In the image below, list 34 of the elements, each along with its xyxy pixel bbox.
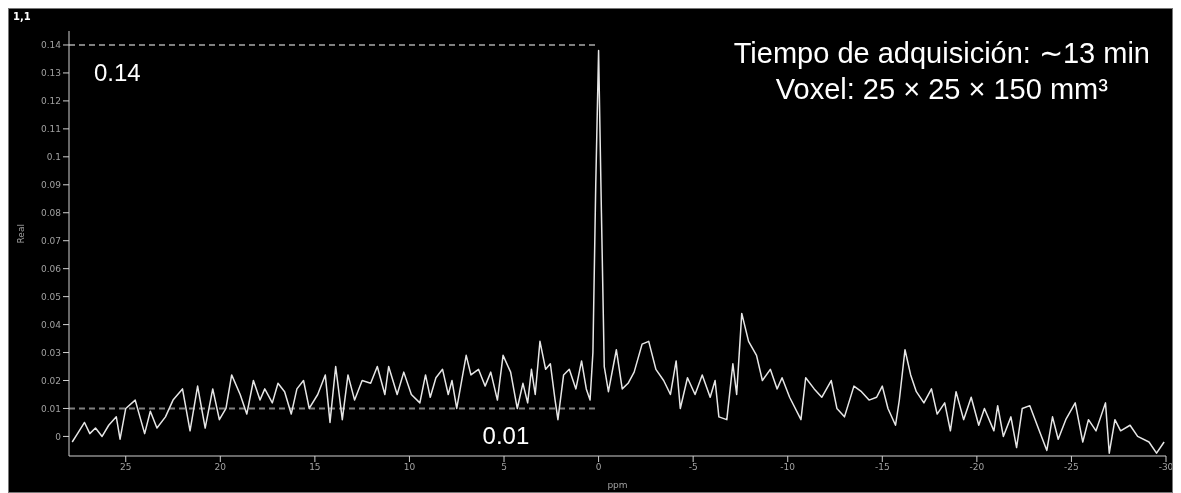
- y-tick-label: 0.04: [40, 319, 62, 330]
- y-axis-title: Real: [16, 224, 27, 244]
- x-axis-title: ppm: [607, 480, 628, 490]
- y-tick-label: 0.09: [40, 179, 62, 190]
- annotation: Voxel: 25 × 25 × 150 mm³: [774, 72, 1109, 107]
- y-tick-label: 0.05: [40, 291, 61, 302]
- x-tick-label: 10: [403, 462, 416, 473]
- x-tick-label: 5: [501, 462, 507, 473]
- y-tick-label: 0.13: [40, 68, 61, 79]
- y-tick-label: 0.01: [40, 403, 61, 414]
- ref-line-label: 0.14: [94, 58, 141, 86]
- x-tick-label: -15: [874, 462, 890, 473]
- x-tick-label: -10: [780, 462, 796, 473]
- y-tick-label: 0.06: [40, 263, 62, 274]
- x-tick-label: 25: [120, 462, 132, 473]
- annotation: Tiempo de adquisición: ∼13 min: [733, 36, 1150, 71]
- y-tick-label: 0.1: [46, 152, 61, 163]
- y-tick-label: 0.02: [40, 375, 61, 386]
- y-tick-label: 0.07: [40, 235, 61, 246]
- y-tick-label: 0: [55, 431, 62, 442]
- y-tick-label: 0.11: [40, 124, 61, 135]
- x-tick-label: -20: [969, 462, 985, 473]
- x-tick-label: -30: [1158, 462, 1174, 473]
- ref-line-label: 0.01: [482, 422, 530, 450]
- x-tick-label: -25: [1064, 462, 1079, 473]
- x-tick-label: 20: [214, 462, 227, 473]
- y-tick-label: 0.12: [40, 96, 61, 107]
- x-tick-label: -5: [688, 462, 698, 473]
- chart-title: 1,1: [13, 11, 31, 22]
- y-tick-label: 0.03: [40, 347, 61, 358]
- x-tick-label: 15: [309, 462, 321, 473]
- y-tick-label: 0.14: [40, 40, 62, 51]
- x-tick-label: 0: [595, 462, 602, 473]
- y-tick-label: 0.08: [40, 207, 62, 218]
